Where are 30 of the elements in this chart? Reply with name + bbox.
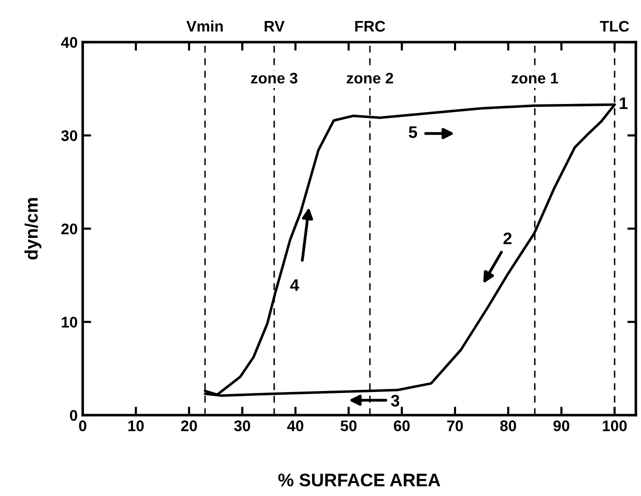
x-tick-label: 90	[553, 420, 570, 432]
x-tick-label: 40	[287, 420, 304, 432]
x-tick-label: 10	[128, 420, 144, 432]
annotation: zone 1	[512, 72, 558, 84]
ref-line-label: RV	[264, 21, 285, 32]
x-tick-label: 20	[181, 420, 197, 432]
x-tick-label: 100	[602, 420, 627, 432]
y-tick-label: 30	[61, 130, 78, 142]
x-axis-title: % SURFACE AREA	[278, 474, 440, 486]
x-tick-label: 30	[234, 420, 250, 432]
y-tick-label: 40	[61, 37, 78, 48]
y-axis-title: dyn/cm	[24, 198, 42, 260]
annotation: zone 2	[346, 72, 394, 84]
x-tick-label: 60	[394, 420, 410, 432]
annotation: zone 3	[251, 72, 298, 84]
x-tick-label: 0	[79, 420, 86, 432]
ref-line-label: FRC	[355, 20, 386, 32]
y-tick-label: 0	[70, 410, 78, 421]
annotation: 5	[408, 126, 418, 138]
x-tick-label: 50	[340, 420, 357, 432]
annotation: 1	[620, 97, 628, 109]
annotation: 3	[390, 394, 400, 407]
ref-line-label: TLC	[600, 20, 630, 32]
annotation: 2	[503, 232, 512, 244]
y-tick-label: 20	[61, 224, 78, 234]
y-tick-label: 10	[62, 316, 78, 328]
x-tick-label: 70	[447, 420, 463, 432]
ref-line-label: Vmin	[186, 20, 223, 32]
x-tick-label: 80	[500, 420, 516, 432]
annotation: 4	[290, 279, 300, 291]
